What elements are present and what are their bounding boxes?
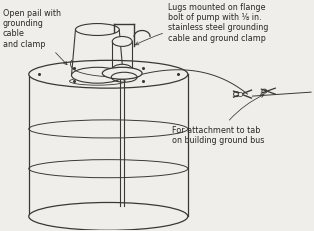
Ellipse shape (72, 68, 123, 84)
Ellipse shape (112, 37, 132, 47)
Ellipse shape (29, 61, 188, 89)
Text: Open pail with
grounding
cable
and clamp: Open pail with grounding cable and clamp (3, 9, 67, 65)
Ellipse shape (102, 68, 142, 80)
Ellipse shape (29, 203, 188, 230)
Text: Lugs mounted on flange
bolt of pump with ⅛ in.
stainless steel grounding
cable a: Lugs mounted on flange bolt of pump with… (135, 3, 268, 46)
Ellipse shape (75, 24, 119, 36)
Text: For attachment to tab
on building ground bus: For attachment to tab on building ground… (172, 95, 264, 145)
Ellipse shape (112, 65, 132, 75)
